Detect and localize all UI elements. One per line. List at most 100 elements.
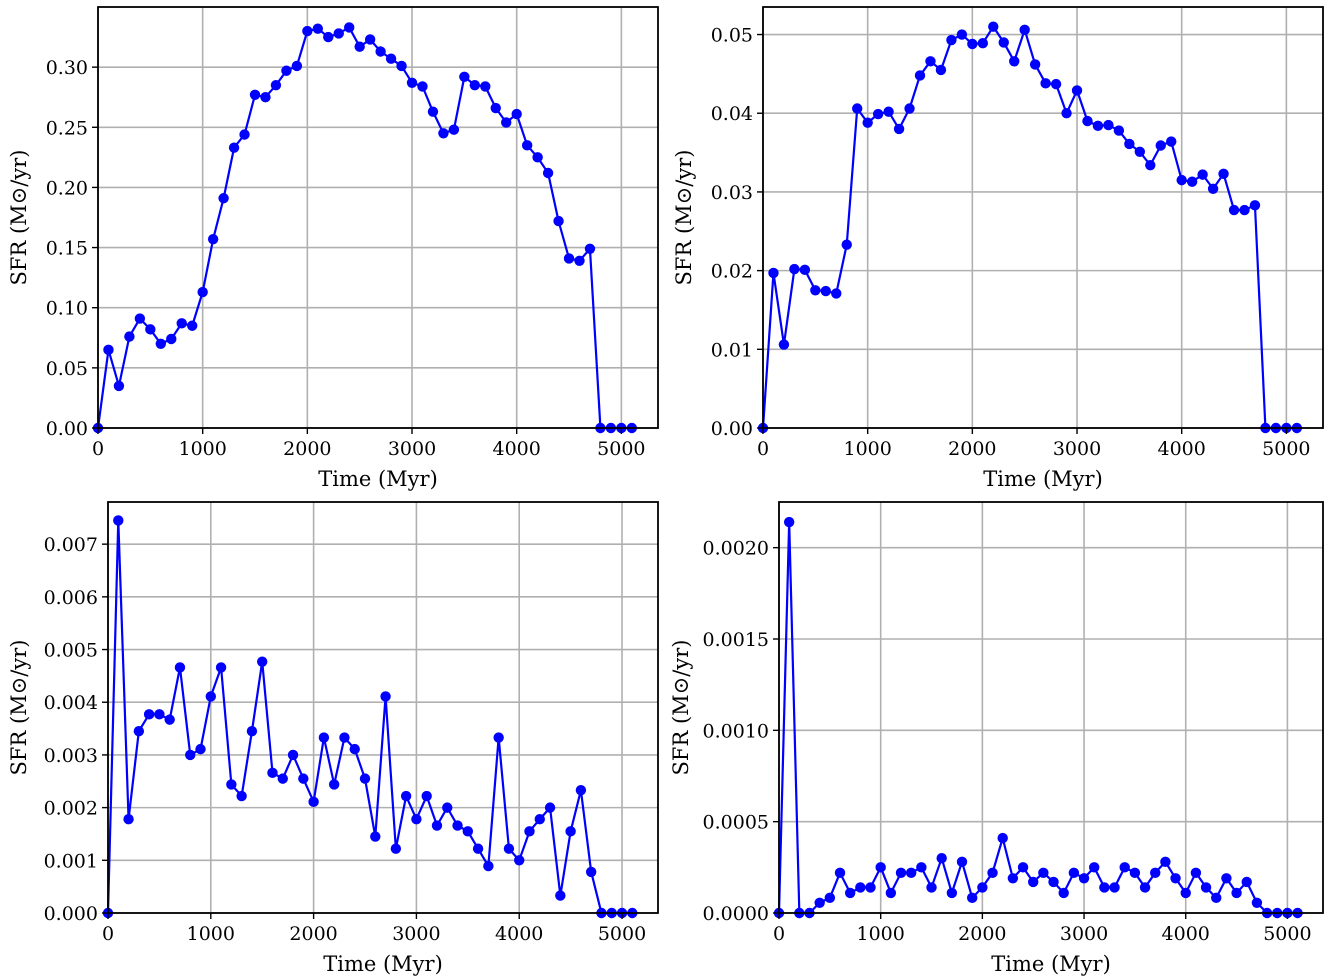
x-tick-label: 2000 xyxy=(289,923,337,945)
series-line xyxy=(106,519,633,915)
data-point xyxy=(411,814,422,825)
x-tick-label: 5000 xyxy=(598,923,646,945)
data-point xyxy=(584,243,596,254)
data-point xyxy=(1145,159,1156,171)
x-tick-label: 4000 xyxy=(495,923,543,945)
data-point xyxy=(185,749,196,761)
axes-frame xyxy=(107,501,659,914)
data-point xyxy=(1048,876,1059,888)
data-point xyxy=(514,855,525,866)
data-point xyxy=(834,867,846,879)
data-point xyxy=(113,380,125,392)
data-point xyxy=(534,814,545,825)
data-point xyxy=(1038,867,1049,879)
data-point xyxy=(166,333,177,345)
data-point xyxy=(207,233,219,245)
data-point xyxy=(164,714,175,725)
data-point xyxy=(1109,882,1120,893)
data-point xyxy=(490,102,501,114)
data-point xyxy=(483,860,494,872)
x-tick-label: 4000 xyxy=(1158,438,1206,460)
data-point xyxy=(143,709,155,720)
data-point xyxy=(841,239,852,250)
y-tick-label: 0.001 xyxy=(44,850,98,872)
data-point xyxy=(354,41,365,52)
data-point xyxy=(480,81,491,92)
data-point xyxy=(1007,873,1019,884)
data-point xyxy=(1129,867,1141,879)
data-point xyxy=(1239,204,1250,216)
data-point xyxy=(370,831,381,842)
data-point xyxy=(956,856,968,868)
data-point xyxy=(1071,85,1083,96)
data-point xyxy=(197,286,208,298)
data-point xyxy=(824,892,836,904)
y-axis-label: SFR (M⊙/yr) xyxy=(669,640,693,776)
y-tick-label: 0.00 xyxy=(46,418,88,440)
data-point xyxy=(1061,108,1072,119)
x-tick-label: 0 xyxy=(773,923,785,945)
data-point xyxy=(1029,59,1041,70)
data-point xyxy=(810,285,821,296)
data-point xyxy=(375,46,386,57)
data-point xyxy=(364,34,376,45)
data-point xyxy=(1017,862,1029,873)
data-point xyxy=(987,867,998,879)
data-point xyxy=(852,103,863,114)
data-point xyxy=(318,732,330,743)
data-point xyxy=(448,124,460,135)
y-tick-label: 0.20 xyxy=(46,177,88,199)
data-point xyxy=(885,887,897,899)
data-point xyxy=(239,129,250,140)
data-point xyxy=(855,882,866,893)
data-point xyxy=(1231,887,1242,899)
data-point xyxy=(926,882,937,893)
y-tick-label: 0.01 xyxy=(711,339,753,361)
x-tick-label: 1000 xyxy=(857,923,905,945)
data-point xyxy=(544,802,556,813)
data-point xyxy=(187,320,198,331)
x-tick-label: 2000 xyxy=(283,438,331,460)
data-point xyxy=(1218,168,1229,180)
data-point xyxy=(308,796,319,808)
x-tick-label: 3000 xyxy=(388,438,436,460)
x-tick-label: 2000 xyxy=(948,438,996,460)
data-point xyxy=(1009,56,1020,67)
data-point xyxy=(236,790,247,802)
data-point xyxy=(946,34,957,46)
data-point xyxy=(133,726,145,737)
data-point xyxy=(768,267,779,279)
data-point xyxy=(1166,136,1177,147)
data-point xyxy=(1228,204,1240,216)
data-point xyxy=(524,826,535,837)
data-point xyxy=(988,21,999,32)
data-point xyxy=(174,662,186,673)
x-tick-label: 5000 xyxy=(1263,923,1311,945)
data-point xyxy=(462,826,474,837)
data-point xyxy=(501,117,512,128)
data-point xyxy=(575,785,587,796)
axes-frame xyxy=(778,501,1324,914)
data-point xyxy=(956,29,968,40)
x-axis-label: Time (Myr) xyxy=(318,467,438,491)
x-tick-label: 0 xyxy=(102,923,114,945)
data-point xyxy=(1078,873,1090,884)
data-point xyxy=(1160,856,1171,868)
data-point xyxy=(298,773,309,784)
data-point xyxy=(493,732,504,743)
data-point xyxy=(195,743,206,755)
data-point xyxy=(1124,138,1135,150)
data-point xyxy=(359,773,371,784)
data-point xyxy=(936,853,947,864)
data-point xyxy=(532,152,543,163)
y-tick-label: 0.0005 xyxy=(703,812,769,834)
data-point xyxy=(1155,140,1166,151)
y-tick-label: 0.03 xyxy=(711,182,753,204)
data-point xyxy=(789,263,800,275)
data-point xyxy=(123,814,134,825)
data-point xyxy=(503,843,515,854)
x-tick-label: 0 xyxy=(92,438,104,460)
x-axis-label: Time (Myr) xyxy=(983,467,1103,491)
data-point xyxy=(339,732,350,743)
y-axis-label: SFR (M⊙/yr) xyxy=(7,150,31,286)
